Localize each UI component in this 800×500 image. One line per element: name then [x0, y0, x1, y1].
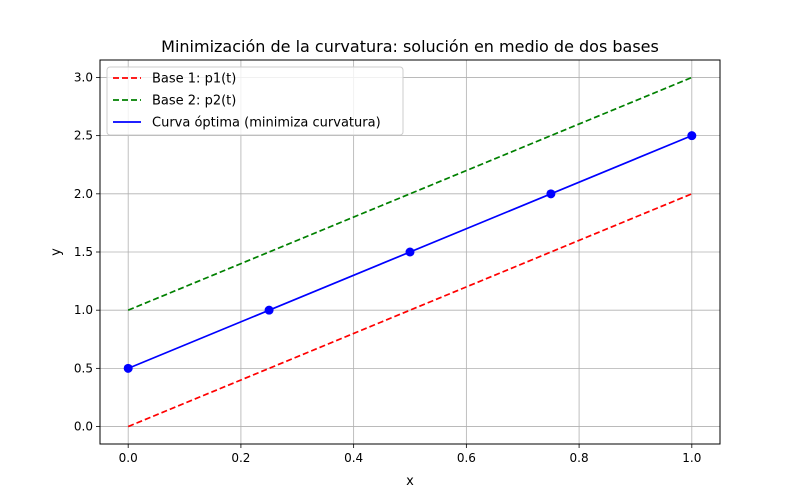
legend-label-optimal-curve: Curva óptima (minimiza curvatura) [152, 116, 381, 131]
legend-label-base-1: Base 1: p1(t) [152, 72, 236, 87]
y-tick-label: 1.5 [74, 245, 93, 259]
series-line-base-1 [127, 193, 693, 428]
y-tick-label: 3.0 [74, 70, 93, 84]
y-tick-label: 0.5 [74, 361, 93, 375]
x-tick-label: 0.8 [570, 451, 589, 465]
data-point [546, 189, 556, 199]
data-point [123, 363, 133, 373]
y-tick-label: 2.5 [74, 129, 93, 143]
x-tick-label: 0.0 [119, 451, 138, 465]
data-point [405, 247, 415, 257]
x-tick-label: 1.0 [682, 451, 701, 465]
legend-label-base-2: Base 2: p2(t) [152, 94, 236, 109]
data-point [687, 131, 697, 141]
y-axis-label: y [49, 248, 64, 256]
x-tick-label: 0.2 [231, 451, 250, 465]
y-tick-label: 2.0 [74, 187, 93, 201]
y-tick-label: 1.0 [74, 303, 93, 317]
x-tick-label: 0.4 [344, 451, 363, 465]
x-axis-label: x [406, 474, 414, 489]
data-points [123, 131, 697, 373]
legend: Base 1: p1(t) Base 2: p2(t) Curva óptima… [106, 66, 404, 136]
x-ticks: 0.0 0.2 0.4 0.6 0.8 1.0 [119, 444, 701, 465]
series-line-base-2 [127, 76, 693, 311]
y-ticks: 0.0 0.5 1.0 1.5 2.0 2.5 3.0 [74, 70, 100, 434]
data-point [264, 305, 274, 315]
x-tick-label: 0.6 [457, 451, 476, 465]
legend-box [106, 66, 404, 136]
y-tick-label: 0.0 [74, 420, 93, 434]
chart-title: Minimización de la curvatura: solución e… [161, 37, 659, 56]
